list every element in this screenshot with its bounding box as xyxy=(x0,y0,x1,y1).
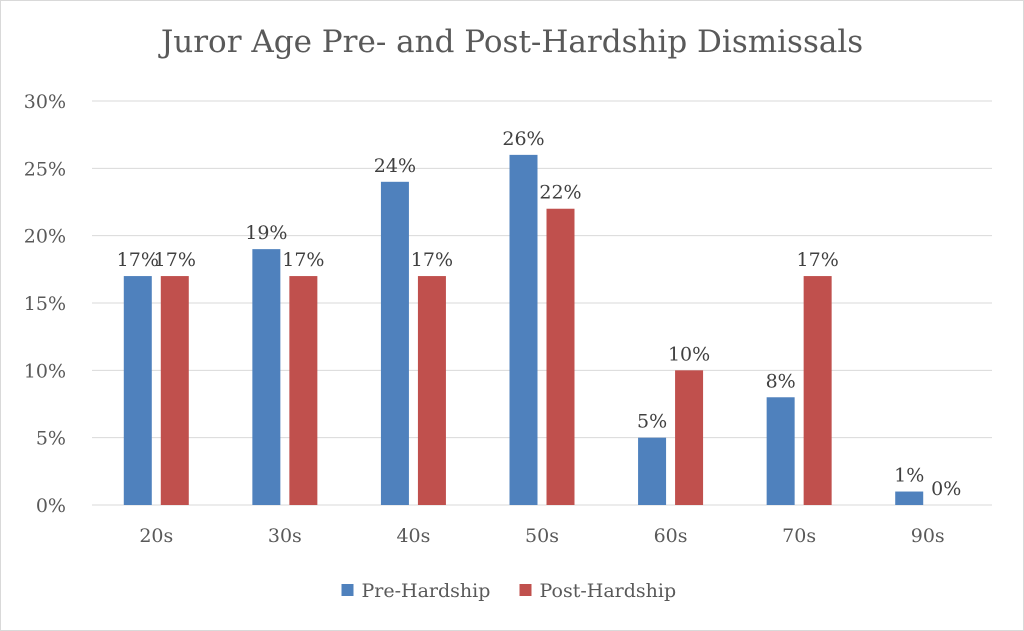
data-label: 19% xyxy=(245,222,287,244)
legend-label: Post-Hardship xyxy=(540,580,677,602)
data-label: 1% xyxy=(894,465,924,487)
chart-title: Juror Age Pre- and Post-Hardship Dismiss… xyxy=(160,24,864,60)
data-label: 17% xyxy=(282,249,324,271)
bar-post-hardship xyxy=(289,276,318,505)
bar-post-hardship xyxy=(417,276,446,505)
bar-pre-hardship xyxy=(380,181,409,506)
data-label: 17% xyxy=(117,249,159,271)
y-tick-label: 25% xyxy=(24,158,66,180)
data-label: 17% xyxy=(154,249,196,271)
y-tick-label: 5% xyxy=(36,428,66,450)
bar-pre-hardship xyxy=(766,397,795,505)
bar-pre-hardship xyxy=(123,276,152,505)
bar-post-hardship xyxy=(546,208,575,505)
x-tick-label: 50s xyxy=(525,525,559,547)
bar-pre-hardship xyxy=(509,154,538,505)
y-tick-label: 20% xyxy=(24,226,66,248)
bar-post-hardship xyxy=(160,276,189,505)
data-label: 22% xyxy=(539,182,581,204)
x-tick-label: 70s xyxy=(782,525,816,547)
data-label: 17% xyxy=(411,249,453,271)
bar-pre-hardship xyxy=(638,437,667,505)
bar-post-hardship xyxy=(803,276,832,505)
data-label: 5% xyxy=(637,411,667,433)
x-tick-label: 90s xyxy=(911,525,945,547)
data-label: 17% xyxy=(797,249,839,271)
data-label: 24% xyxy=(374,155,416,177)
legend-swatch xyxy=(519,584,532,596)
bar-pre-hardship xyxy=(895,491,924,505)
data-label: 0% xyxy=(931,478,961,500)
x-tick-label: 30s xyxy=(268,525,302,547)
data-label: 10% xyxy=(668,343,710,365)
x-tick-label: 60s xyxy=(654,525,688,547)
y-tick-label: 0% xyxy=(36,495,66,517)
bar-pre-hardship xyxy=(252,249,281,505)
data-label: 8% xyxy=(766,370,796,392)
data-label: 26% xyxy=(502,128,544,150)
x-tick-label: 40s xyxy=(396,525,430,547)
y-tick-label: 15% xyxy=(24,293,66,315)
legend-swatch xyxy=(341,584,354,596)
x-tick-label: 20s xyxy=(139,525,173,547)
bar-post-hardship xyxy=(675,370,704,505)
y-tick-label: 30% xyxy=(24,91,66,113)
legend-label: Pre-Hardship xyxy=(362,580,491,602)
y-tick-label: 10% xyxy=(24,360,66,382)
